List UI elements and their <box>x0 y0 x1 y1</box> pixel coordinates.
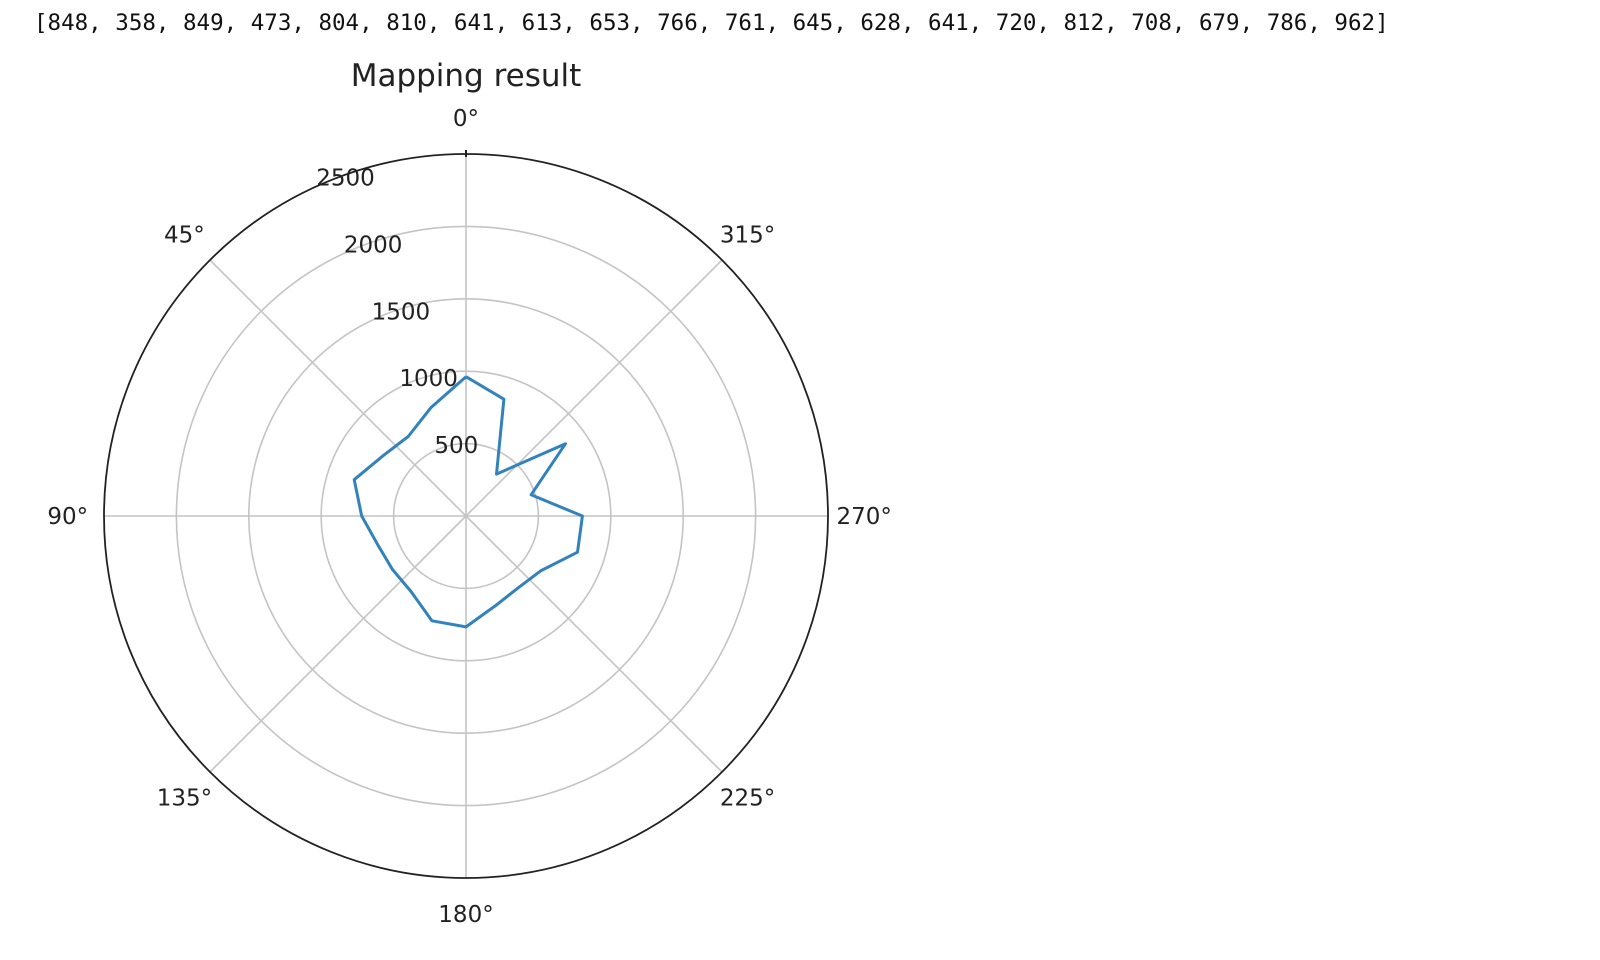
theta-tick-label: 315° <box>720 222 775 248</box>
theta-grid-line <box>465 259 723 517</box>
theta-grid-line <box>465 515 723 773</box>
theta-tick-label: 135° <box>157 786 212 812</box>
theta-tick-label: 180° <box>438 902 493 928</box>
theta-grid-line <box>209 259 467 517</box>
theta-grid-line <box>209 515 467 773</box>
r-tick-label: 500 <box>434 433 478 459</box>
theta-tick-label: 0° <box>453 106 479 132</box>
series-layer <box>352 375 584 629</box>
theta-tick-label: 270° <box>836 504 891 530</box>
theta-tick-label: 225° <box>720 786 775 812</box>
r-tick-label: 2000 <box>344 232 403 258</box>
tick-labels: 0° 45° 90° 135° 180° 225° 270° 315° 500 1000 1500 2… <box>47 106 891 928</box>
console-output: [848, 358, 849, 473, 804, 810, 641, 613,… <box>34 10 1389 36</box>
polar-grid <box>103 150 829 879</box>
chart-title: Mapping result <box>351 58 582 94</box>
series-line <box>352 375 584 629</box>
r-tick-label: 1000 <box>399 366 458 392</box>
theta-tick-label: 45° <box>164 222 205 248</box>
r-tick-label: 1500 <box>372 299 431 325</box>
r-tick-label: 2500 <box>316 166 375 192</box>
theta-tick-label: 90° <box>47 504 88 530</box>
